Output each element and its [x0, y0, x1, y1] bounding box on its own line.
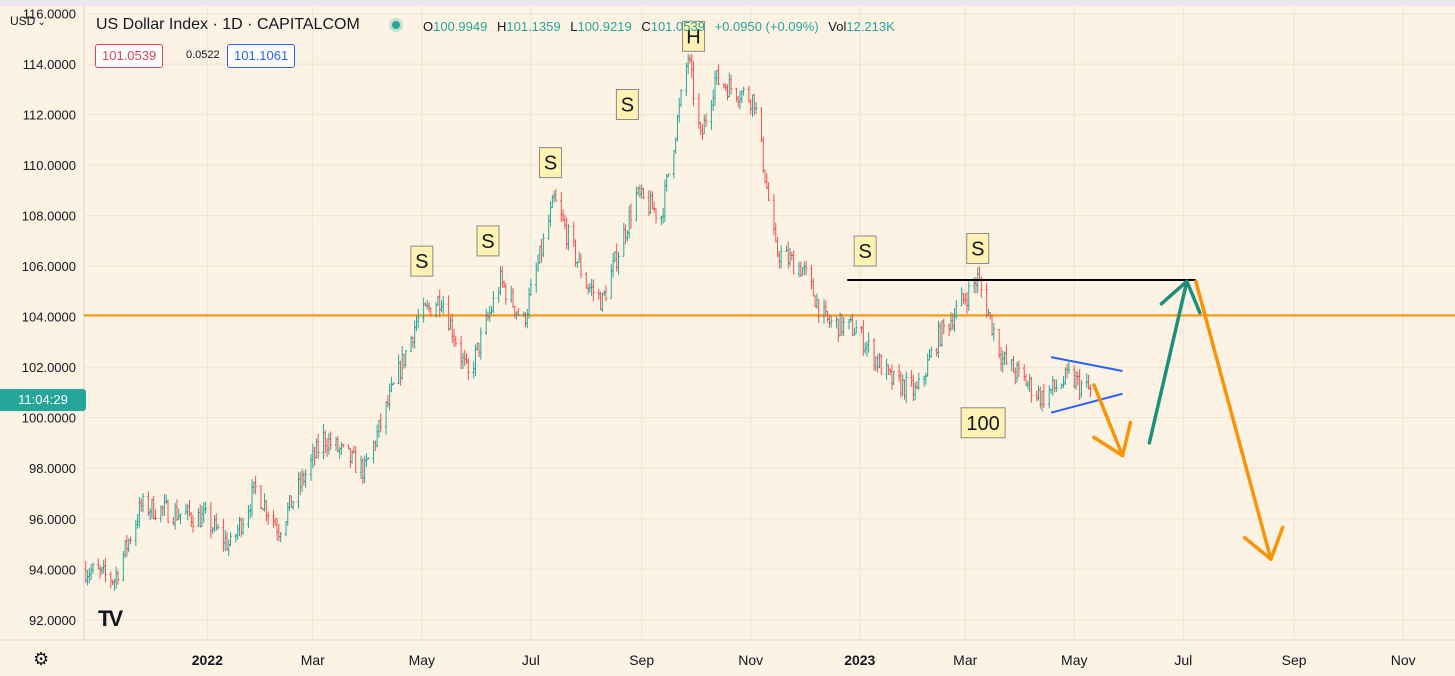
candles — [84, 53, 1092, 591]
projection-arrowhead — [1092, 420, 1133, 458]
pattern-label-box — [960, 407, 1006, 439]
y-tick-label: 92.0000 — [29, 613, 76, 628]
volume-value: 12.213K — [846, 19, 895, 34]
projection-arrow — [1194, 279, 1273, 561]
pattern-label: S — [621, 95, 634, 117]
y-tick-label: 108.0000 — [22, 209, 76, 224]
high-label: H — [496, 19, 507, 34]
x-axis: 2022 Mar May Jul Sep Nov 2023 Mar May Jul Sep Nov — [192, 652, 1416, 668]
pattern-label: S — [858, 241, 871, 263]
y-tick-label: 110.0000 — [23, 158, 76, 173]
currency-dropdown[interactable]: USD ⌄ — [10, 14, 46, 28]
pattern-label: 100 — [966, 413, 999, 435]
pattern-label-box — [615, 89, 639, 121]
close-value: 101.0539 — [650, 19, 705, 34]
pattern-label: H — [686, 26, 700, 48]
y-tick-label: 102.0000 — [22, 360, 76, 375]
x-tick-label: May — [1061, 652, 1087, 668]
projection-arrowhead — [1242, 525, 1285, 561]
x-tick-label: Nov — [1391, 652, 1416, 668]
pattern-label: S — [971, 238, 984, 260]
y-tick-label: 114.0000 — [23, 57, 76, 72]
projection-arrowhead — [1159, 279, 1202, 315]
bar-countdown-label: 11:04:29 — [0, 389, 86, 411]
pattern-label-box — [539, 147, 563, 179]
y-tick-label: 112.0000 — [23, 108, 76, 123]
high-value: 101.1359 — [506, 19, 561, 34]
ohlc-legend: O100.9949 H101.1359 L100.9219 C101.0539 … — [423, 19, 901, 34]
currency-label: USD — [10, 14, 36, 28]
pattern-label-box — [410, 245, 434, 277]
x-tick-label: Jul — [522, 652, 540, 668]
x-tick-label: Jul — [1174, 652, 1192, 668]
x-tick-label: 2023 — [844, 652, 875, 668]
drawings: S S S S H S S 100 — [410, 20, 1285, 561]
wedge-line — [1050, 392, 1123, 414]
x-tick-label: Nov — [738, 652, 763, 668]
x-tick-label: Mar — [953, 652, 977, 668]
x-tick-label: Mar — [301, 652, 325, 668]
y-tick-label: 104.0000 — [22, 310, 76, 325]
open-value: 100.9949 — [433, 19, 488, 34]
open-label: O — [423, 19, 434, 34]
buy-price-button[interactable]: 101.1061 — [227, 44, 296, 68]
pattern-label-box — [682, 20, 706, 52]
low-label: L — [570, 19, 578, 34]
x-tick-label: May — [409, 652, 435, 668]
y-tick-label: 96.0000 — [29, 512, 76, 527]
wedge-line — [1050, 356, 1123, 372]
pattern-label: S — [544, 153, 557, 175]
market-open-status-icon — [392, 21, 400, 29]
x-tick-label: Sep — [629, 652, 654, 668]
spread-value: 0.0522 — [186, 49, 220, 61]
y-axis: 116.0000 114.0000 112.0000 110.0000 108.0000… — [22, 7, 76, 628]
volume-label: Vol — [828, 19, 847, 34]
projection-arrow — [1147, 279, 1189, 445]
y-tick-label: 100.0000 — [22, 411, 76, 426]
close-label: C — [641, 19, 651, 34]
top-border — [0, 0, 1455, 6]
sell-price-button[interactable]: 101.0539 — [95, 44, 164, 68]
x-tick-label: Sep — [1282, 652, 1307, 668]
low-value: 100.9219 — [577, 19, 632, 34]
projection-arrow — [1092, 383, 1125, 458]
gear-icon[interactable]: ⚙ — [33, 649, 50, 669]
pattern-label-box — [476, 225, 500, 257]
tradingview-logo-icon[interactable]: TV — [98, 606, 123, 631]
pattern-label: S — [415, 251, 428, 273]
x-tick-label: 2022 — [192, 652, 223, 668]
grid — [0, 6, 1455, 641]
y-tick-label: 116.0000 — [23, 7, 76, 22]
change-value: +0.0950 (+0.09%) — [714, 19, 819, 34]
y-tick-label: 106.0000 — [22, 259, 76, 274]
pattern-label: S — [481, 231, 494, 253]
chevron-down-icon: ⌄ — [37, 17, 46, 28]
y-tick-label: 94.0000 — [29, 562, 76, 577]
symbol-title[interactable]: US Dollar Index · 1D · CAPITALCOM — [96, 16, 360, 33]
pattern-label-box — [966, 232, 990, 264]
y-tick-label: 98.0000 — [29, 461, 76, 476]
pattern-label-box — [853, 235, 877, 267]
